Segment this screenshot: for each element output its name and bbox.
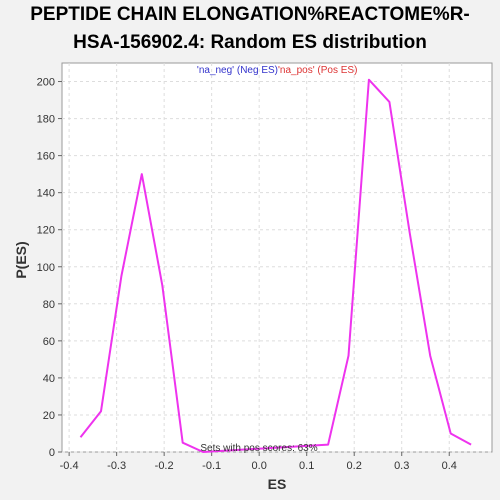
y-tick-label: 40 (43, 373, 55, 385)
y-tick-label: 100 (37, 262, 55, 274)
y-tick-label: 80 (43, 299, 55, 311)
x-tick-label: 0.2 (347, 460, 362, 472)
legend-entry-pos: 'na_pos' (Pos ES) (278, 65, 357, 76)
x-tick-label: 0.4 (442, 460, 457, 472)
x-tick-label: -0.1 (202, 460, 221, 472)
y-axis-label: P(ES) (13, 241, 29, 278)
legend-entry-neg: 'na_neg' (Neg ES) (197, 65, 278, 76)
y-tick-label: 0 (49, 447, 55, 459)
tick-layer: -0.4 -0.3 -0.2 -0.1 0.0 0.1 0.2 0.3 0.4 0 20 40 60 80… (37, 77, 457, 472)
chart-title-line-2: HSA-156902.4: Random ES distribution (73, 32, 427, 53)
x-tick-label: -0.3 (107, 460, 126, 472)
x-axis-label: ES (268, 476, 287, 492)
y-tick-label: 20 (43, 410, 55, 422)
x-tick-label: 0.3 (394, 460, 409, 472)
y-tick-label: 60 (43, 336, 55, 348)
y-tick-label: 120 (37, 225, 55, 237)
y-tick-label: 200 (37, 77, 55, 89)
x-tick-label: 0.0 (252, 460, 267, 472)
x-tick-label: -0.2 (155, 460, 174, 472)
y-tick-label: 160 (37, 151, 55, 163)
grid-layer (62, 63, 492, 453)
series-layer (79, 78, 472, 453)
plot-area (61, 62, 493, 453)
series-line (79, 78, 472, 453)
y-tick-label: 180 (37, 114, 55, 126)
x-tick-label: -0.4 (60, 460, 79, 472)
annotation-pos-scores: Sets with pos scores: 63% (200, 443, 317, 454)
x-tick-label: 0.1 (299, 460, 314, 472)
y-tick-label: 140 (37, 188, 55, 200)
chart-title-line-1: PEPTIDE CHAIN ELONGATION%REACTOME%R- (30, 4, 470, 25)
